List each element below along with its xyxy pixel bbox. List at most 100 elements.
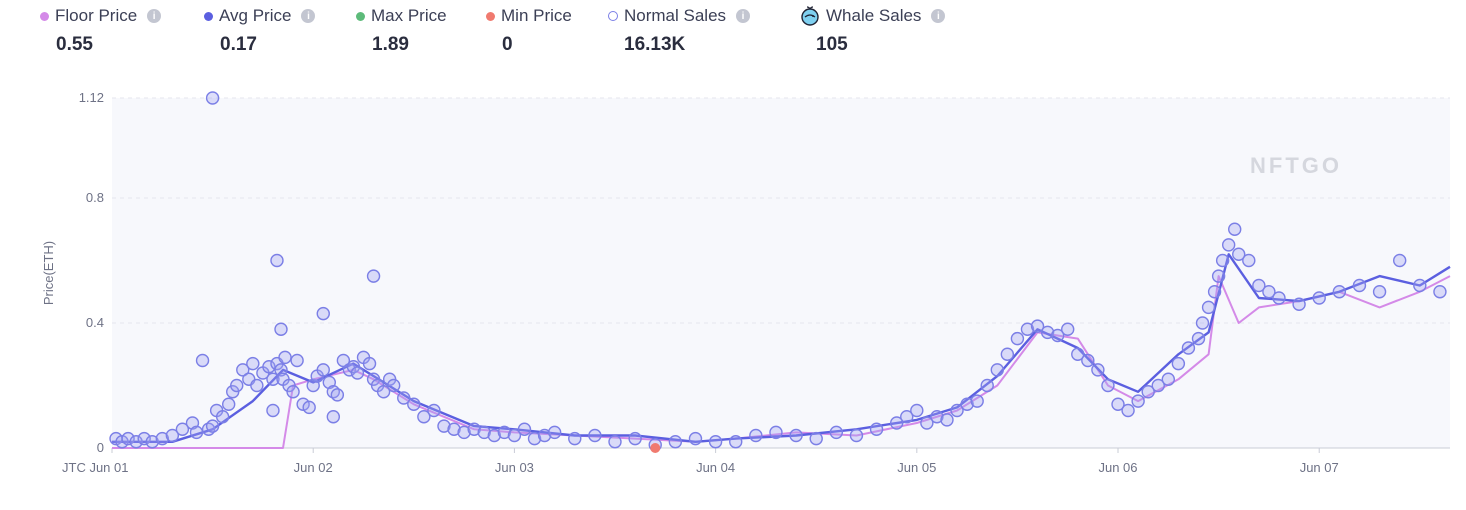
normal-sale-point[interactable] [215,410,230,424]
normal-sale-point[interactable] [517,422,532,436]
normal-sale-point[interactable] [547,425,562,440]
normal-sale-point[interactable] [302,400,316,415]
normal-sale-point[interactable] [1433,285,1447,299]
min-price-point[interactable] [650,443,661,453]
legend-floor-price[interactable]: Floor Price i 0.55 [40,4,162,56]
normal-sale-point[interactable] [155,431,170,446]
normal-sale-point[interactable] [467,422,481,436]
normal-sale-point[interactable] [1071,347,1085,361]
normal-sale-point[interactable] [708,435,723,449]
normal-sale-point[interactable] [1040,325,1055,340]
normal-sale-point[interactable] [1020,322,1035,336]
legend-normal-sales[interactable]: Normal Sales i 16.13K [608,4,751,56]
normal-sale-point[interactable] [330,388,345,402]
info-icon[interactable]: i [736,9,751,23]
info-icon[interactable]: i [301,9,316,23]
normal-sale-point[interactable] [789,428,803,443]
normal-sale-point[interactable] [537,428,552,443]
normal-sale-point[interactable] [230,378,244,393]
legend-avg-price[interactable]: Avg Price i 0.17 [204,4,316,56]
normal-sale-point[interactable] [568,431,582,446]
normal-sale-point[interactable] [950,403,964,418]
normal-sale-point[interactable] [447,422,461,436]
normal-sale-point[interactable] [1221,238,1236,252]
normal-sale-point[interactable] [165,428,180,443]
normal-sale-point[interactable] [1101,378,1115,393]
normal-sale-point[interactable] [889,416,904,430]
normal-sale-point[interactable] [137,431,151,446]
normal-sale-point[interactable] [236,363,250,377]
normal-sale-point[interactable] [1010,331,1025,346]
normal-sale-point[interactable] [769,425,783,440]
normal-sale-point[interactable] [1151,378,1165,393]
normal-sale-point[interactable] [910,403,924,418]
normal-sale-point[interactable] [497,425,512,440]
normal-sale-point[interactable] [316,363,330,377]
normal-sale-point[interactable] [129,435,143,449]
normal-sale-point[interactable] [1161,372,1176,386]
normal-sale-point[interactable] [278,350,292,365]
normal-sale-point[interactable] [121,431,135,446]
normal-sale-point[interactable] [1191,331,1206,346]
normal-sale-point[interactable] [1091,363,1105,377]
normal-sale-point[interactable] [1413,278,1427,293]
normal-sale-point[interactable] [1131,394,1145,408]
normal-sale-point[interactable] [1372,285,1387,299]
normal-sale-point[interactable] [1121,403,1135,418]
normal-sale-point[interactable] [195,353,210,368]
normal-sale-point[interactable] [316,306,330,321]
normal-sale-point[interactable] [507,428,522,443]
legend-max-price[interactable]: Max Price 1.89 [356,4,447,56]
normal-sale-point[interactable] [266,372,280,386]
normal-sale-point[interactable] [1312,291,1326,305]
normal-sale-point[interactable] [262,360,276,374]
normal-sale-point[interactable] [1252,278,1266,293]
normal-sale-point[interactable] [1141,385,1155,399]
normal-sale-point[interactable] [1242,253,1256,268]
normal-sale-point[interactable] [417,410,431,424]
normal-sale-point[interactable] [1171,356,1186,371]
info-icon[interactable]: i [147,9,162,23]
normal-sale-point[interactable] [829,425,844,440]
normal-sale-point[interactable] [290,353,304,368]
normal-sale-point[interactable] [688,431,703,446]
normal-sale-point[interactable] [250,378,264,393]
normal-sale-point[interactable] [960,397,974,411]
normal-sale-point[interactable] [270,253,284,268]
normal-sale-point[interactable] [869,422,884,436]
normal-sale-point[interactable] [205,419,220,433]
normal-sale-point[interactable] [1050,328,1065,343]
normal-sale-point[interactable] [487,428,501,443]
normal-sale-point[interactable] [362,356,377,371]
normal-sale-point[interactable] [189,425,204,440]
normal-sale-point[interactable] [930,410,944,424]
normal-sale-point[interactable] [1201,300,1216,315]
normal-sale-point[interactable] [326,410,341,424]
normal-sale-point[interactable] [588,428,602,443]
normal-sale-point[interactable] [145,435,159,449]
normal-sale-point[interactable] [376,385,391,399]
normal-sale-point[interactable] [366,269,381,283]
normal-sale-point[interactable] [1232,247,1246,261]
normal-sale-point[interactable] [274,322,288,336]
normal-sale-point[interactable] [1352,278,1367,293]
normal-sale-point[interactable] [940,413,954,427]
normal-sale-point[interactable] [1215,253,1230,268]
normal-sale-point[interactable] [849,428,864,443]
normal-sale-point[interactable] [1181,341,1196,355]
normal-sale-point[interactable] [1332,285,1347,299]
normal-sale-point[interactable] [407,397,421,411]
normal-sale-point[interactable] [477,425,491,440]
normal-sale-point[interactable] [1061,322,1075,336]
legend-min-price[interactable]: Min Price 0 [486,4,572,56]
normal-sale-point[interactable] [1030,319,1045,333]
normal-sale-point[interactable] [246,356,260,371]
normal-sale-point[interactable] [920,416,934,430]
normal-sale-point[interactable] [1211,269,1226,283]
normal-sale-point[interactable] [336,353,351,368]
normal-sale-point[interactable] [749,428,763,443]
normal-sale-point[interactable] [990,363,1004,377]
normal-sale-point[interactable] [527,431,542,446]
normal-sale-point[interactable] [266,403,280,418]
legend-whale-sales[interactable]: Whale Sales i 105 [800,4,946,56]
